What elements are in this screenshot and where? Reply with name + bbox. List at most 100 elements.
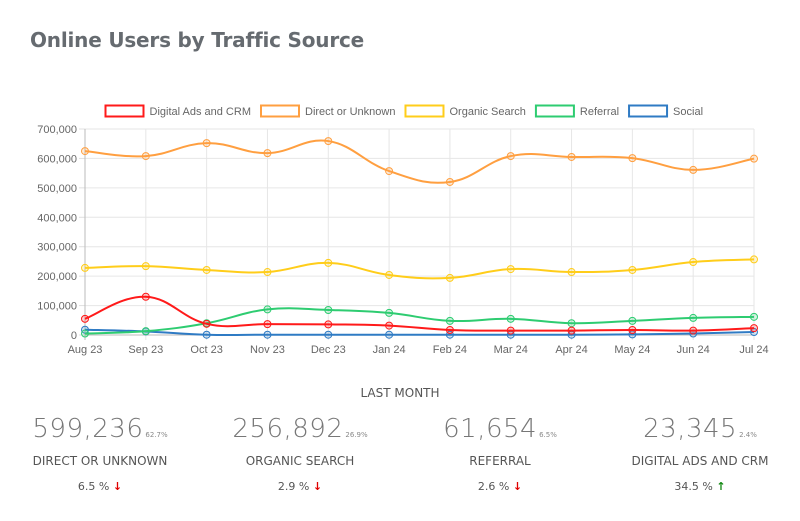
data-point (689, 165, 698, 174)
last-month-label: LAST MONTH (360, 386, 440, 400)
data-point (567, 152, 576, 161)
data-point (81, 329, 89, 338)
x-tick-label: Mar 24 (494, 344, 528, 356)
legend-item-digital-ads-and-crm[interactable]: Digital Ads and CRM (104, 104, 252, 119)
data-point (202, 330, 211, 339)
legend-label: Organic Search (449, 106, 525, 118)
stat-name: DIGITAL ADS AND CRM (631, 454, 769, 468)
series-line (84, 258, 755, 280)
chart-grid (79, 128, 755, 340)
x-tick-label: Oct 23 (190, 344, 222, 356)
y-tick-label: 200,000 (37, 271, 77, 283)
stat-value: 23,345 (643, 414, 738, 444)
legend-item-direct-or-unknown[interactable]: Direct or Unknown (260, 104, 395, 119)
stat-share: 26.9% (345, 431, 368, 439)
x-tick-label: Aug 23 (68, 344, 103, 356)
stat-value: 256,892 (232, 414, 344, 444)
stat-share: 2.4% (739, 431, 757, 439)
arrow-down-icon: ↓ (112, 480, 123, 493)
data-point (141, 152, 150, 161)
page-title: Online Users by Traffic Source (30, 28, 365, 52)
data-point (202, 139, 211, 148)
data-point (324, 320, 333, 329)
data-point (506, 152, 515, 161)
series-line (84, 295, 755, 332)
x-tick-label: Feb 24 (433, 344, 467, 356)
data-point (385, 308, 394, 317)
data-point (385, 330, 394, 339)
data-point (385, 270, 394, 279)
stat-digital-ads-and-crm: 23,345 2.4% DIGITAL ADS AND CRM 34.5 % ↑ (600, 414, 800, 493)
data-point (628, 325, 637, 334)
series-organic-search (81, 255, 758, 282)
y-tick-label: 100,000 (37, 301, 77, 313)
data-point (263, 149, 272, 158)
legend-item-referral[interactable]: Referral (534, 104, 619, 119)
data-point (141, 292, 150, 301)
y-axis: 0 100,000 200,000 300,000 400,000 500,000 600,… (37, 124, 77, 342)
y-tick-label: 500,000 (37, 183, 77, 195)
data-point (750, 255, 758, 264)
data-point (506, 314, 515, 323)
y-tick-label: 400,000 (37, 212, 77, 224)
legend-swatch (260, 104, 300, 118)
legend-swatch (534, 104, 575, 118)
data-point (81, 314, 89, 323)
x-tick-label: May 24 (614, 344, 650, 356)
arrow-up-icon: ↑ (716, 480, 726, 493)
stat-direct-or-unknown: 599,236 62.7% DIRECT OR UNKNOWN 6.5 % ↓ (0, 414, 200, 493)
data-point (263, 305, 272, 314)
data-point (750, 324, 758, 333)
y-tick-label: 700,000 (37, 124, 77, 136)
stat-name: DIRECT OR UNKNOWN (32, 454, 168, 468)
data-point (506, 265, 515, 274)
stat-value: 599,236 (32, 414, 144, 444)
data-point (324, 258, 333, 267)
data-point (202, 319, 211, 328)
x-tick-label: Dec 23 (311, 344, 346, 356)
data-point (324, 330, 333, 339)
series-direct-or-unknown (81, 137, 758, 186)
stat-share: 6.5% (539, 431, 557, 439)
legend-label: Referral (580, 106, 619, 118)
legend-label: Social (673, 106, 703, 118)
y-tick-label: 0 (71, 330, 77, 342)
data-point (567, 319, 576, 328)
data-point (445, 325, 454, 334)
series-digital-ads-and-crm (81, 292, 758, 335)
data-point (202, 265, 211, 274)
legend-swatch (628, 104, 669, 118)
data-point (263, 320, 272, 329)
y-tick-label: 600,000 (37, 153, 77, 165)
data-point (385, 167, 394, 176)
data-point (689, 258, 698, 267)
legend-item-social[interactable]: Social (628, 104, 703, 119)
data-point (567, 326, 576, 335)
legend-label: Digital Ads and CRM (150, 106, 252, 118)
data-point (385, 321, 394, 330)
data-point (81, 147, 89, 156)
data-point (689, 313, 698, 322)
series-line (84, 139, 755, 184)
stat-share: 62.7% (145, 431, 168, 439)
data-point (567, 268, 576, 277)
chart-legend: Digital Ads and CRM Direct or Unknown Orga… (104, 104, 703, 119)
data-point (141, 262, 150, 271)
x-axis: Aug 23 Sep 23 Oct 23 Nov 23 Dec 23 Jan 24 Feb … (68, 344, 769, 356)
arrow-down-icon: ↓ (312, 480, 323, 493)
legend-swatch (104, 104, 145, 118)
x-tick-label: Jun 24 (677, 344, 710, 356)
series-line (84, 328, 755, 336)
arrow-down-icon: ↓ (512, 480, 523, 493)
data-point (445, 177, 454, 186)
data-point (445, 316, 454, 325)
data-point (750, 312, 758, 321)
legend-item-organic-search[interactable]: Organic Search (404, 104, 526, 119)
chart-series (81, 137, 758, 339)
data-point (141, 327, 150, 336)
data-point (689, 326, 698, 335)
data-point (81, 263, 89, 272)
stat-name: REFERRAL (469, 454, 531, 468)
series-referral (81, 305, 758, 338)
x-tick-label: Jul 24 (739, 344, 768, 356)
